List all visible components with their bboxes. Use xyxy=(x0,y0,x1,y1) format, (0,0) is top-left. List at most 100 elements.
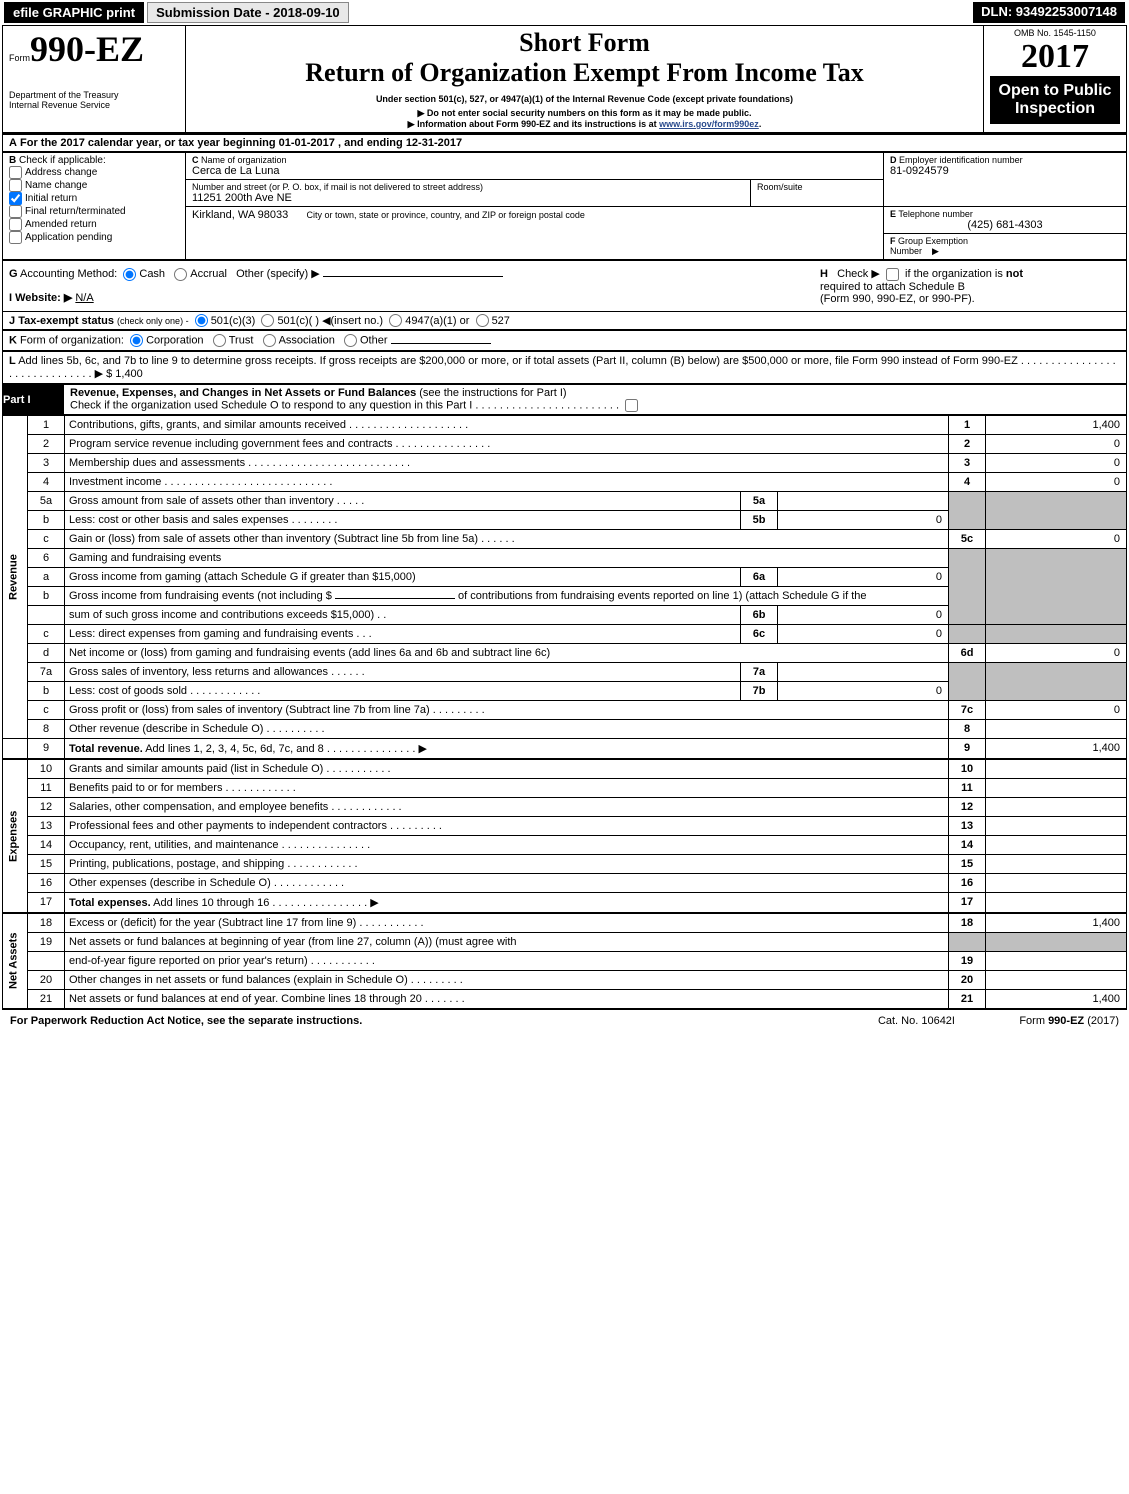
label-i: I xyxy=(9,292,12,304)
grey-6c xyxy=(949,625,986,644)
label-k: K xyxy=(9,335,17,347)
line-14-box: 14 xyxy=(949,836,986,855)
group-net-assets: Net Assets xyxy=(3,913,28,1009)
line-7c-num: c xyxy=(28,701,65,720)
checkbox-name-change[interactable] xyxy=(9,179,22,192)
radio-assoc[interactable] xyxy=(263,334,276,347)
room-label: Room/suite xyxy=(757,182,877,192)
checkbox-address-change[interactable] xyxy=(9,166,22,179)
line-17-text2: Add lines 10 through 16 . . . . . . . . … xyxy=(151,897,379,909)
group-expenses: Expenses xyxy=(3,759,28,913)
radio-501c[interactable] xyxy=(261,314,274,327)
header-table: Form990-EZ Department of the Treasury In… xyxy=(2,25,1127,134)
line-6b-blank[interactable] xyxy=(335,598,455,599)
line-21-text: Net assets or fund balances at end of ye… xyxy=(65,990,949,1010)
line-9-num: 9 xyxy=(28,739,65,760)
checkbox-amended-return[interactable] xyxy=(9,218,22,231)
radio-trust[interactable] xyxy=(213,334,226,347)
footer-left: For Paperwork Reduction Act Notice, see … xyxy=(4,1012,771,1030)
line-7a-value xyxy=(778,663,949,682)
checkbox-h[interactable] xyxy=(886,268,899,281)
line-7c-value: 0 xyxy=(986,701,1127,720)
line-6b-text3: sum of such gross income and contributio… xyxy=(65,606,741,625)
subtitle-2: ▶ Do not enter social security numbers o… xyxy=(192,108,977,119)
radio-other[interactable] xyxy=(344,334,357,347)
c-title: Name of organization xyxy=(201,155,287,165)
k-trust: Trust xyxy=(229,335,254,347)
line-6c-value: 0 xyxy=(778,625,949,644)
j-o4: 527 xyxy=(492,315,510,327)
checkbox-final-return[interactable] xyxy=(9,205,22,218)
group-revenue: Revenue xyxy=(3,416,28,739)
line-14-num: 14 xyxy=(28,836,65,855)
line-7a-box: 7a xyxy=(741,663,778,682)
org-name: Cerca de La Luna xyxy=(192,165,877,177)
line-4-text: Investment income . . . . . . . . . . . … xyxy=(65,473,949,492)
radio-527[interactable] xyxy=(476,314,489,327)
line-2-value: 0 xyxy=(986,435,1127,454)
efile-print-button[interactable]: efile GRAPHIC print xyxy=(4,2,144,23)
irs-link[interactable]: www.irs.gov/form990ez xyxy=(659,119,759,129)
submission-date-button[interactable]: Submission Date - 2018-09-10 xyxy=(147,2,349,23)
e-title: Telephone number xyxy=(898,209,973,219)
j-title: Tax-exempt status xyxy=(18,315,114,327)
grey-6 xyxy=(949,549,986,625)
part1-header: Part I Revenue, Expenses, and Changes in… xyxy=(2,384,1127,415)
line-19-value xyxy=(986,952,1127,971)
line-6b-num: b xyxy=(28,587,65,606)
form-prefix: Form xyxy=(9,53,30,63)
radio-501c3[interactable] xyxy=(195,314,208,327)
k-other-blank[interactable] xyxy=(391,343,491,344)
line-6c-box: 6c xyxy=(741,625,778,644)
label-f: F xyxy=(890,236,896,246)
k-corp: Corporation xyxy=(146,335,203,347)
street-value: 11251 200th Ave NE xyxy=(192,192,744,204)
line-5c-box: 5c xyxy=(949,530,986,549)
g-accrual: Accrual xyxy=(190,268,227,280)
line-11-num: 11 xyxy=(28,779,65,798)
form-number: 990-EZ xyxy=(30,29,144,69)
label-a: A xyxy=(9,137,17,149)
radio-cash[interactable] xyxy=(123,268,136,281)
part1-label: Part I xyxy=(3,385,64,415)
line-19-text2: end-of-year figure reported on prior yea… xyxy=(65,952,949,971)
k-other: Other xyxy=(360,335,388,347)
line-3-value: 0 xyxy=(986,454,1127,473)
a-text-pre: For the 2017 calendar year, or tax year … xyxy=(20,137,279,149)
line-7b-box: 7b xyxy=(741,682,778,701)
line-9-text2: Add lines 1, 2, 3, 4, 5c, 6d, 7c, and 8 … xyxy=(143,743,427,755)
checkbox-initial-return[interactable] xyxy=(9,192,22,205)
line-12-box: 12 xyxy=(949,798,986,817)
top-bar: efile GRAPHIC print Submission Date - 20… xyxy=(0,0,1129,25)
line-9-value: 1,400 xyxy=(986,739,1127,760)
city-label: City or town, state or province, country… xyxy=(307,210,585,220)
checkbox-part1-scho[interactable] xyxy=(625,399,638,412)
h-text3: required to attach Schedule B xyxy=(820,281,1120,293)
grey-6v xyxy=(986,549,1127,625)
line-8-num: 8 xyxy=(28,720,65,739)
line-12-text: Salaries, other compensation, and employ… xyxy=(65,798,949,817)
line-11-value xyxy=(986,779,1127,798)
checkbox-application-pending[interactable] xyxy=(9,231,22,244)
tax-year: 2017 xyxy=(990,38,1120,76)
line-5b-text: Less: cost or other basis and sales expe… xyxy=(65,511,741,530)
label-d: D xyxy=(890,155,897,165)
radio-corp[interactable] xyxy=(130,334,143,347)
line-13-text: Professional fees and other payments to … xyxy=(65,817,949,836)
grey-7v xyxy=(986,663,1127,701)
line-10-box: 10 xyxy=(949,759,986,779)
section-l: L Add lines 5b, 6c, and 7b to line 9 to … xyxy=(2,351,1127,384)
g-other-blank[interactable] xyxy=(323,276,503,277)
l-value: 1,400 xyxy=(115,368,143,380)
line-6c-text: Less: direct expenses from gaming and fu… xyxy=(65,625,741,644)
line-7b-text: Less: cost of goods sold . . . . . . . .… xyxy=(65,682,741,701)
open-to-public: Open to Public Inspection xyxy=(990,76,1120,124)
radio-4947[interactable] xyxy=(389,314,402,327)
radio-accrual[interactable] xyxy=(174,268,187,281)
grey-5v xyxy=(986,492,1127,530)
line-18-box: 18 xyxy=(949,913,986,933)
subtitle-3: ▶ Information about Form 990-EZ and its … xyxy=(192,119,977,130)
line-6a-text: Gross income from gaming (attach Schedul… xyxy=(65,568,741,587)
line-5c-value: 0 xyxy=(986,530,1127,549)
dept-treasury: Department of the Treasury xyxy=(9,90,179,100)
